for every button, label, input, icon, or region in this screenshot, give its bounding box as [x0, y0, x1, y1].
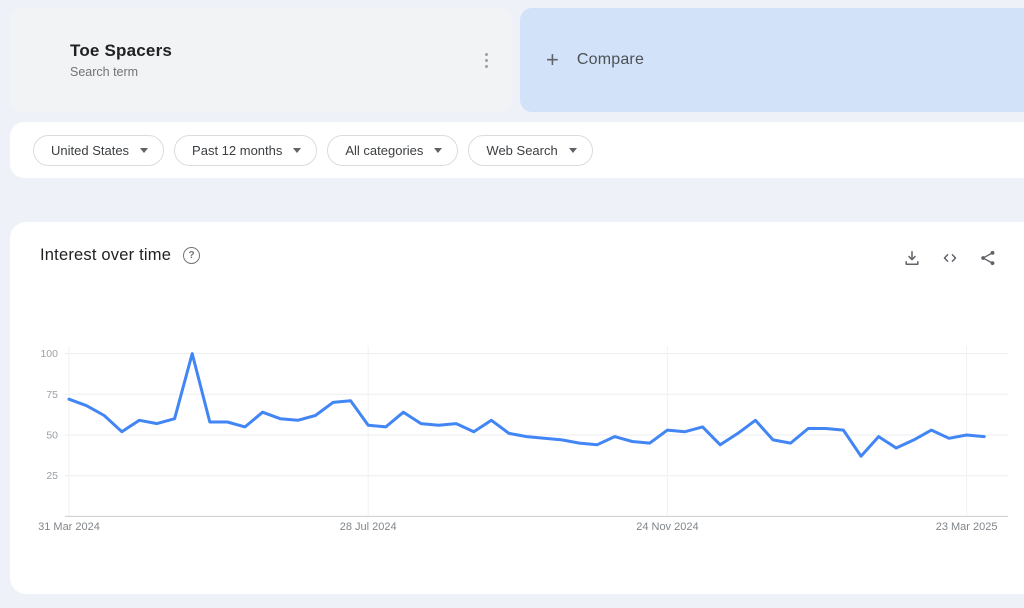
compare-label: Compare	[576, 51, 645, 68]
filter-bar: United States Past 12 months All categor…	[10, 122, 1024, 178]
search-type-filter-dropdown[interactable]: Web Search	[468, 134, 593, 166]
search-term-type: Search term	[70, 65, 139, 79]
chevron-down-icon	[293, 147, 302, 153]
svg-text:23 Mar 2025: 23 Mar 2025	[936, 521, 998, 533]
download-icon[interactable]	[900, 246, 924, 270]
time-filter-label: Past 12 months	[192, 142, 283, 158]
category-filter-label: All categories	[345, 142, 424, 158]
series-color-dot	[40, 53, 54, 67]
plus-icon: +	[546, 47, 559, 72]
svg-text:75: 75	[46, 389, 58, 401]
svg-text:28 Jul 2024: 28 Jul 2024	[340, 521, 397, 533]
svg-text:31 Mar 2024: 31 Mar 2024	[38, 521, 100, 533]
kebab-menu-icon[interactable]	[479, 47, 494, 74]
search-term-title: Toe Spacers	[70, 41, 173, 60]
chart-title: Interest over time	[40, 246, 172, 264]
share-icon[interactable]	[976, 246, 1000, 270]
search-term-card[interactable]: Toe Spacers Search term	[10, 8, 512, 112]
chevron-down-icon	[434, 147, 443, 153]
svg-text:50: 50	[46, 430, 58, 442]
time-filter-dropdown[interactable]: Past 12 months	[174, 134, 318, 166]
interest-over-time-chart[interactable]: 25 50 75 100 31 Mar 2024 28 Jul 2024 24 Nov 20…	[10, 222, 1024, 594]
category-filter-dropdown[interactable]: All categories	[327, 134, 459, 166]
svg-text:24 Nov 2024: 24 Nov 2024	[636, 521, 698, 533]
region-filter-dropdown[interactable]: United States	[33, 134, 165, 166]
embed-icon[interactable]	[938, 246, 962, 270]
compare-button[interactable]: + Compare	[520, 8, 1024, 112]
search-type-filter-label: Web Search	[486, 142, 558, 158]
svg-text:100: 100	[40, 348, 58, 360]
region-filter-label: United States	[51, 142, 130, 158]
interest-over-time-card: Interest over time ? 25 50 75 100 31 Mar 202…	[10, 222, 1024, 594]
svg-text:25: 25	[46, 470, 58, 482]
chevron-down-icon	[140, 147, 149, 153]
chevron-down-icon	[568, 147, 577, 153]
help-icon[interactable]: ?	[183, 247, 201, 264]
